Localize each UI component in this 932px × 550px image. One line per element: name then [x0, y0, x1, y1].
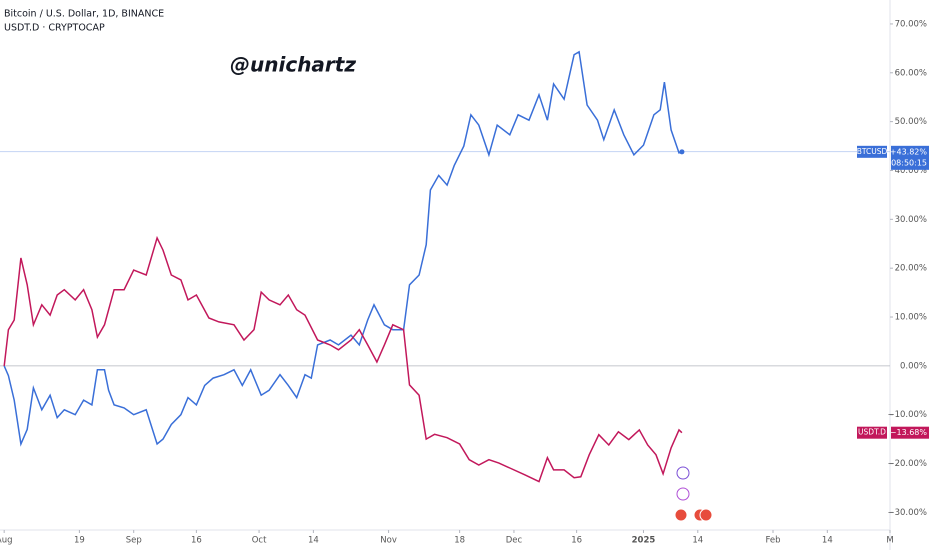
x-tick-label: Oct — [252, 536, 267, 546]
event-icons — [674, 466, 713, 522]
value-label: +43.82% — [890, 147, 928, 156]
legend-badge — [857, 145, 887, 158]
y-tick-label: 20.00% — [895, 264, 927, 274]
value-badge — [891, 145, 929, 170]
x-tick-label: 16 — [191, 536, 202, 546]
y-tick-label: 60.00% — [895, 68, 927, 78]
y-tick-label: −10.00% — [887, 410, 927, 420]
value-badge — [891, 426, 929, 439]
series-line — [3, 235, 683, 483]
x-tick-label: Nov — [380, 536, 397, 546]
x-tick-label: 16 — [571, 536, 582, 546]
x-tick-label: Dec — [506, 536, 523, 546]
y-tick-label: 50.00% — [895, 117, 927, 127]
y-tick-label: 40.00% — [895, 166, 927, 176]
y-tick-label: 70.00% — [895, 19, 927, 29]
event-icon — [674, 508, 688, 522]
x-tick-label: Sep — [126, 536, 142, 546]
legend-label: USDT.D — [858, 428, 886, 437]
y-tick-label: 10.00% — [895, 313, 927, 323]
series-line — [3, 50, 683, 447]
x-tick-label: 18 — [454, 536, 465, 546]
x-tick-label: 14 — [822, 536, 833, 546]
x-tick-label: 2025 — [632, 536, 656, 546]
x-tick-label: 19 — [74, 536, 85, 546]
y-tick-label: 30.00% — [895, 215, 927, 225]
watermark: @unichartz — [230, 53, 356, 77]
y-tick-label: 0.00% — [900, 361, 927, 371]
x-tick-label: Aug — [0, 536, 12, 546]
x-tick-label: 14 — [308, 536, 319, 546]
chart-subtitle: USDT.D · CRYPTOCAP — [4, 23, 105, 34]
x-tick-label: Feb — [765, 536, 780, 546]
chart-title: Bitcoin / U.S. Dollar, 1D, BINANCE — [4, 9, 164, 20]
event-icon — [699, 508, 713, 522]
y-tick-label: −20.00% — [887, 459, 927, 469]
last-point — [679, 149, 685, 155]
time-label: 08:50:15 — [891, 158, 927, 167]
legend-badge — [857, 426, 887, 439]
event-icon — [676, 487, 690, 501]
value-label: −13.68% — [890, 428, 928, 437]
x-tick-label: M — [886, 536, 893, 546]
legend-label: BTCUSD — [857, 147, 888, 156]
event-icon — [676, 466, 690, 480]
y-tick-label: −30.00% — [887, 508, 927, 518]
x-tick-label: 14 — [692, 536, 703, 546]
